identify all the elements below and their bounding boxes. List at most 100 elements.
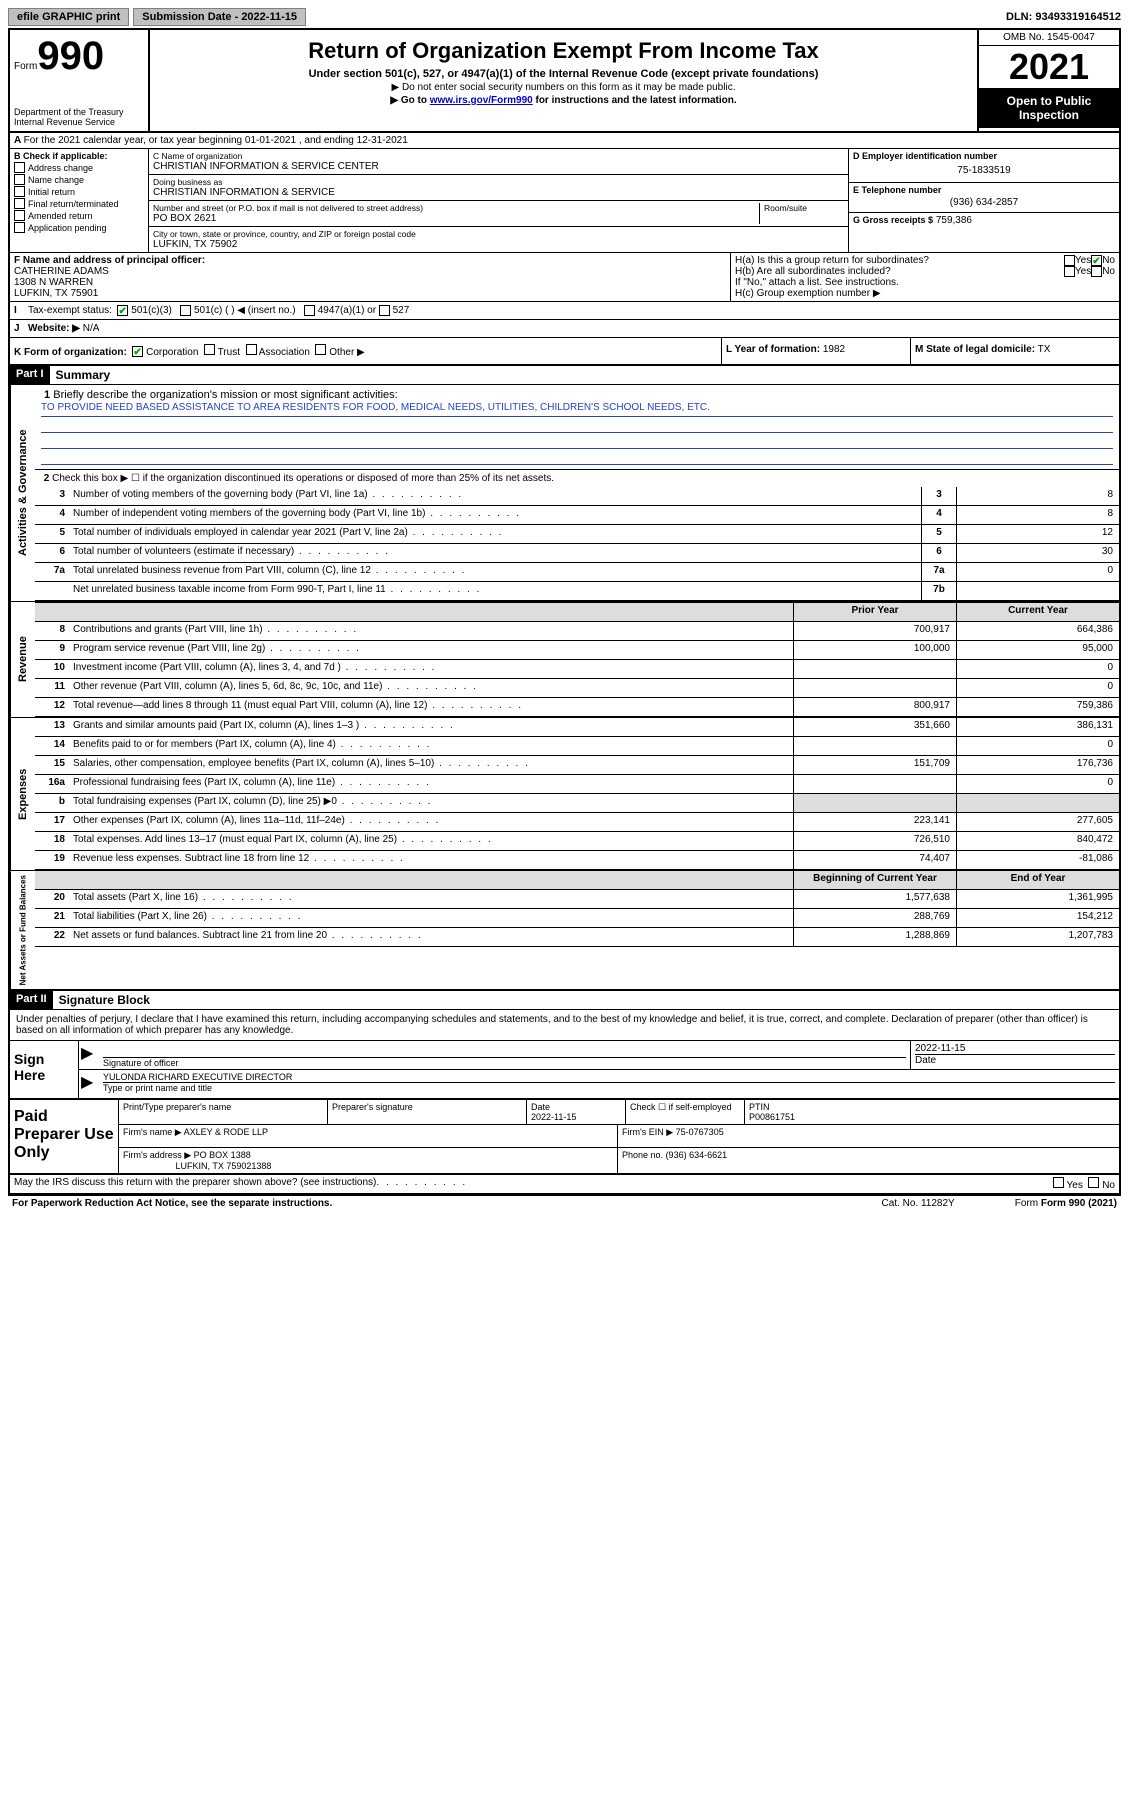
checkbox-501c[interactable] <box>180 305 191 316</box>
checkbox-initial-return[interactable] <box>14 186 25 197</box>
efile-print-button[interactable]: efile GRAPHIC print <box>8 8 129 26</box>
box-m: M State of legal domicile: TX <box>911 338 1119 364</box>
row-box: 6 <box>921 544 956 562</box>
checkbox-ha-no[interactable]: ✔ <box>1091 255 1102 266</box>
checkbox-trust[interactable] <box>204 344 215 355</box>
box-i: I Tax-exempt status: ✔ 501(c)(3) 501(c) … <box>10 302 1119 320</box>
row-desc: Total unrelated business revenue from Pa… <box>69 563 921 581</box>
mission-label: Briefly describe the organization's miss… <box>53 389 397 401</box>
row-val <box>956 582 1119 600</box>
row-desc: Total number of volunteers (estimate if … <box>69 544 921 562</box>
box-b: B Check if applicable: Address change Na… <box>10 149 149 252</box>
checkbox-4947[interactable] <box>304 305 315 316</box>
fin-prior: 800,917 <box>793 698 956 716</box>
fin-row: 22 Net assets or fund balances. Subtract… <box>35 928 1119 947</box>
ha-text: H(a) Is this a group return for subordin… <box>735 255 1064 266</box>
fin-desc: Professional fundraising fees (Part IX, … <box>69 775 793 793</box>
part1-title: Summary <box>50 366 117 384</box>
fin-current: 277,605 <box>956 813 1119 831</box>
addr-label: Number and street (or P.O. box if mail i… <box>153 203 759 213</box>
instructions-link[interactable]: www.irs.gov/Form990 <box>430 95 533 106</box>
row-box: 7b <box>921 582 956 600</box>
discuss-no: No <box>1102 1180 1115 1191</box>
current-year-hdr: Current Year <box>956 603 1119 621</box>
checkbox-hb-no[interactable] <box>1091 266 1102 277</box>
org-name: CHRISTIAN INFORMATION & SERVICE CENTER <box>153 161 844 172</box>
checkbox-final-return[interactable] <box>14 198 25 209</box>
fin-prior: 151,709 <box>793 756 956 774</box>
fin-row: 10 Investment income (Part VIII, column … <box>35 660 1119 679</box>
opt-assoc: Association <box>259 347 310 358</box>
fin-desc: Total revenue—add lines 8 through 11 (mu… <box>69 698 793 716</box>
checkbox-discuss-no[interactable] <box>1088 1177 1099 1188</box>
omb-number: OMB No. 1545-0047 <box>979 30 1119 46</box>
prior-year-hdr: Prior Year <box>793 603 956 621</box>
firm-phone-lbl: Phone no. <box>622 1150 663 1160</box>
note2-pre: ▶ Go to <box>390 95 429 106</box>
form-ref: Form Form 990 (2021) <box>1015 1198 1117 1209</box>
na-hdr-desc <box>69 871 793 889</box>
fin-row: b Total fundraising expenses (Part IX, c… <box>35 794 1119 813</box>
discuss-text: May the IRS discuss this return with the… <box>14 1177 376 1191</box>
box-deg: D Employer identification number 75-1833… <box>848 149 1119 252</box>
fin-current: 0 <box>956 737 1119 755</box>
fin-row: 9 Program service revenue (Part VIII, li… <box>35 641 1119 660</box>
prep-sig-lbl: Preparer's signature <box>328 1100 527 1124</box>
rev-hdr-desc <box>69 603 793 621</box>
checkbox-amended[interactable] <box>14 210 25 221</box>
firm-name-lbl: Firm's name ▶ <box>123 1127 182 1137</box>
fin-prior: 700,917 <box>793 622 956 640</box>
fin-num: b <box>35 794 69 812</box>
fin-desc: Total liabilities (Part X, line 26) <box>69 909 793 927</box>
fin-current: 154,212 <box>956 909 1119 927</box>
fin-desc: Program service revenue (Part VIII, line… <box>69 641 793 659</box>
public-inspection-badge: Open to Public Inspection <box>979 88 1119 128</box>
ssn-note: ▶ Do not enter social security numbers o… <box>154 82 973 93</box>
checkbox-501c3[interactable]: ✔ <box>117 305 128 316</box>
ha-no: No <box>1102 255 1115 266</box>
box-b-header: B Check if applicable: <box>14 151 144 161</box>
phone-value: (936) 634-2857 <box>853 195 1115 210</box>
addr-value: PO BOX 2621 <box>153 213 759 224</box>
fin-current: 95,000 <box>956 641 1119 659</box>
fin-num: 22 <box>35 928 69 946</box>
opt-4947: 4947(a)(1) or <box>318 305 376 316</box>
fin-prior: 1,288,869 <box>793 928 956 946</box>
na-hdr-blank <box>35 871 69 889</box>
fin-num: 12 <box>35 698 69 716</box>
checkbox-corp[interactable]: ✔ <box>132 346 143 357</box>
gross-value: 759,386 <box>936 215 972 226</box>
ein-value: 75-1833519 <box>853 161 1115 180</box>
fin-row: 16a Professional fundraising fees (Part … <box>35 775 1119 794</box>
fin-desc: Total fundraising expenses (Part IX, col… <box>69 794 793 812</box>
checkbox-discuss-yes[interactable] <box>1053 1177 1064 1188</box>
fin-prior <box>793 737 956 755</box>
fin-current: 0 <box>956 679 1119 697</box>
checkbox-app-pending[interactable] <box>14 222 25 233</box>
form-header: Form990 Department of the Treasury Inter… <box>10 30 1119 133</box>
domicile-label: M State of legal domicile: <box>915 344 1035 355</box>
room-label: Room/suite <box>764 203 844 213</box>
checkbox-527[interactable] <box>379 305 390 316</box>
opt-501c: 501(c) ( ) ◀ (insert no.) <box>194 305 296 316</box>
org-name-label: C Name of organization <box>153 151 844 161</box>
checkbox-address-change[interactable] <box>14 162 25 173</box>
checkbox-hb-yes[interactable] <box>1064 266 1075 277</box>
row-val: 8 <box>956 487 1119 505</box>
phone-label: E Telephone number <box>853 185 1115 195</box>
row-box: 5 <box>921 525 956 543</box>
officer-name: CATHERINE ADAMS <box>14 266 726 277</box>
ein-label: D Employer identification number <box>853 151 1115 161</box>
row-num: 3 <box>35 487 69 505</box>
paperwork-notice: For Paperwork Reduction Act Notice, see … <box>12 1198 332 1209</box>
checkbox-name-change[interactable] <box>14 174 25 185</box>
row-val: 0 <box>956 563 1119 581</box>
sig-name: YULONDA RICHARD EXECUTIVE DIRECTOR <box>103 1072 1115 1082</box>
form-number: 990 <box>37 34 104 78</box>
checkbox-ha-yes[interactable] <box>1064 255 1075 266</box>
fin-prior <box>793 794 956 812</box>
fin-current: 1,361,995 <box>956 890 1119 908</box>
row-desc: Net unrelated business taxable income fr… <box>69 582 921 600</box>
checkbox-other[interactable] <box>315 344 326 355</box>
checkbox-assoc[interactable] <box>246 344 257 355</box>
